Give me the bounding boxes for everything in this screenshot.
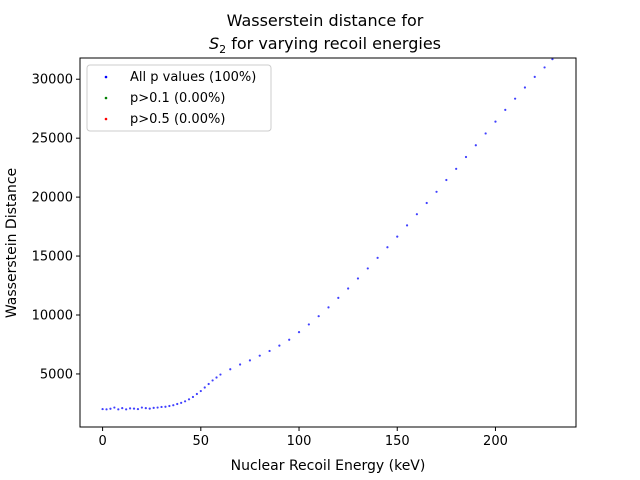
data-point <box>117 408 120 411</box>
legend-label-p05: p>0.5 (0.00%) <box>130 112 225 127</box>
y-tick-label: 10000 <box>32 309 73 324</box>
data-point <box>258 354 261 357</box>
data-point <box>455 167 458 170</box>
title-math-subscript: 2 <box>219 43 226 56</box>
data-point <box>109 407 112 410</box>
data-point <box>445 178 448 182</box>
data-point <box>168 404 171 408</box>
data-point <box>415 213 418 216</box>
data-point <box>238 363 242 366</box>
data-point <box>386 246 389 249</box>
data-point <box>160 405 163 409</box>
y-tick-label: 20000 <box>32 191 73 206</box>
data-point <box>219 373 222 376</box>
chart-title-line1: Wasserstein distance for <box>227 11 424 30</box>
data-point <box>474 144 477 147</box>
data-point <box>229 368 232 371</box>
x-tick-label: 0 <box>98 434 106 449</box>
data-point <box>347 287 350 290</box>
data-point <box>523 86 527 89</box>
data-point <box>435 190 438 193</box>
data-point <box>132 407 136 410</box>
data-point <box>152 406 155 410</box>
data-point <box>105 408 108 411</box>
data-point <box>248 359 252 362</box>
y-tick-label: 5000 <box>40 367 73 382</box>
legend-label-all: All p values (100%) <box>130 70 256 85</box>
data-point <box>288 338 291 341</box>
data-point <box>148 407 151 410</box>
data-point <box>156 406 159 409</box>
y-axis-ticks: 5000 10000 15000 20000 25000 30000 <box>32 73 80 382</box>
data-point <box>164 405 167 408</box>
data-point <box>191 395 195 399</box>
x-axis-title: Nuclear Recoil Energy (keV) <box>231 458 426 474</box>
data-point <box>136 407 140 411</box>
data-point <box>484 132 487 135</box>
legend-marker-p01 <box>104 96 108 100</box>
data-point <box>140 406 143 409</box>
data-point <box>268 349 271 353</box>
data-point <box>337 296 340 300</box>
data-point <box>101 407 104 411</box>
data-point <box>183 400 187 403</box>
data-point <box>464 155 468 159</box>
data-point <box>494 120 497 123</box>
data-point <box>121 407 124 410</box>
data-point <box>366 267 369 270</box>
data-point <box>172 404 175 407</box>
y-tick-label: 25000 <box>32 132 73 147</box>
chart-title-line2: S2 for varying recoil energies <box>209 34 441 56</box>
x-axis-ticks: 0 50 100 150 200 <box>98 427 508 449</box>
data-point <box>113 406 116 409</box>
data-point <box>327 306 330 309</box>
data-point <box>514 97 517 100</box>
legend-label-p01: p>0.1 (0.00%) <box>130 91 225 106</box>
y-tick-label: 15000 <box>32 250 73 265</box>
data-point <box>211 379 214 382</box>
data-point <box>317 315 320 318</box>
data-point <box>405 224 409 227</box>
data-point <box>504 108 507 111</box>
data-point <box>199 389 202 393</box>
data-point <box>180 401 183 404</box>
x-tick-label: 50 <box>193 434 210 449</box>
data-point <box>543 66 546 69</box>
data-point <box>307 323 310 326</box>
y-axis-title: Wasserstein Distance <box>4 168 20 318</box>
legend-box <box>86 64 272 132</box>
title-math-symbol: S <box>209 34 219 53</box>
data-point <box>376 256 379 259</box>
plot-area: 0 50 100 150 200 5000 10000 15000 20000 25000 300… <box>32 57 577 449</box>
data-point <box>128 407 132 410</box>
data-point <box>297 330 301 334</box>
plot-frame <box>79 57 577 428</box>
y-tick-label: 30000 <box>32 73 73 88</box>
data-point <box>425 201 428 205</box>
scatter-points <box>101 58 554 411</box>
title-rest: for varying recoil energies <box>226 34 441 53</box>
x-tick-label: 150 <box>385 434 410 449</box>
legend: All p values (100%) p>0.1 (0.00%) p>0.5 … <box>86 64 272 132</box>
data-point <box>278 344 281 347</box>
legend-marker-all <box>104 75 108 79</box>
x-tick-label: 100 <box>287 434 312 449</box>
data-point <box>144 407 147 410</box>
data-point <box>187 398 191 401</box>
data-point <box>203 386 206 389</box>
data-point <box>396 235 399 238</box>
data-point <box>207 382 210 386</box>
data-point <box>356 277 360 280</box>
data-point <box>176 402 179 406</box>
data-point <box>215 376 218 379</box>
x-tick-label: 200 <box>483 434 508 449</box>
data-point <box>533 75 536 78</box>
data-point <box>195 392 198 396</box>
data-point <box>551 58 554 61</box>
legend-marker-p05 <box>104 117 108 121</box>
data-point <box>125 408 128 411</box>
